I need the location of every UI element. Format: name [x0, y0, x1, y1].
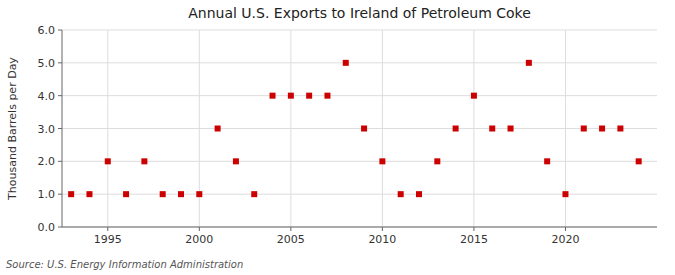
- y-tick: [58, 227, 62, 228]
- point: [617, 126, 623, 132]
- y-tick: [58, 161, 62, 162]
- x-tick: [473, 227, 474, 231]
- x-axis-line: [62, 227, 657, 228]
- point: [508, 126, 514, 132]
- y-tick-label: 1.0: [38, 188, 56, 201]
- point: [324, 93, 330, 99]
- point: [471, 93, 477, 99]
- title: Annual U.S. Exports to Ireland of Petrol…: [188, 5, 531, 21]
- point: [215, 126, 221, 132]
- point: [105, 158, 111, 164]
- y-tick-label: 0.0: [38, 221, 56, 234]
- point: [233, 158, 239, 164]
- point: [361, 126, 367, 132]
- point: [599, 126, 605, 132]
- x-tick-label: 1995: [94, 233, 122, 246]
- source-note: Source: U.S. Energy Information Administ…: [6, 259, 243, 270]
- point: [562, 191, 568, 197]
- point: [86, 191, 92, 197]
- point: [160, 191, 166, 197]
- y-tick-label: 6.0: [38, 24, 56, 37]
- y-tick: [58, 30, 62, 31]
- point: [398, 191, 404, 197]
- x-tick-label: 2000: [185, 233, 213, 246]
- point: [636, 158, 642, 164]
- x-tick-label: 2010: [368, 233, 396, 246]
- points: [68, 60, 642, 197]
- y-grid-line: [62, 62, 657, 63]
- y-grid-line: [62, 161, 657, 162]
- point: [123, 191, 129, 197]
- chart: 1995 2000 2005 2010 2015 2020 0.0 1.0 2.0 3.0 4.0 5…: [0, 0, 675, 275]
- x-tick: [199, 227, 200, 231]
- y-tick: [58, 62, 62, 63]
- grid: [62, 30, 657, 227]
- y-tick-label: 3.0: [38, 123, 56, 136]
- point: [288, 93, 294, 99]
- point: [434, 158, 440, 164]
- point: [306, 93, 312, 99]
- point: [489, 126, 495, 132]
- point: [270, 93, 276, 99]
- x-tick: [565, 227, 566, 231]
- point: [581, 126, 587, 132]
- y-tick-label: 4.0: [38, 90, 56, 103]
- y-tick: [58, 95, 62, 96]
- point: [196, 191, 202, 197]
- y-grid-line: [62, 128, 657, 129]
- y-tick: [58, 194, 62, 195]
- y-tick-label: 2.0: [38, 155, 56, 168]
- y-axis-label: Thousand Barrels per Day: [6, 57, 19, 201]
- point: [68, 191, 74, 197]
- point: [526, 60, 532, 66]
- x-tick: [290, 227, 291, 231]
- y-grid-line: [62, 227, 657, 228]
- x-tick-label: 2005: [277, 233, 305, 246]
- x-tick: [382, 227, 383, 231]
- point: [343, 60, 349, 66]
- y-grid-line: [62, 30, 657, 31]
- point: [453, 126, 459, 132]
- point: [141, 158, 147, 164]
- point: [416, 191, 422, 197]
- y-grid-line: [62, 95, 657, 96]
- axes: 1995 2000 2005 2010 2015 2020 0.0 1.0 2.0 3.0 4.0 5…: [38, 24, 658, 246]
- x-tick-label: 2020: [551, 233, 579, 246]
- point: [251, 191, 257, 197]
- x-tick-label: 2015: [460, 233, 488, 246]
- point: [379, 158, 385, 164]
- x-tick: [107, 227, 108, 231]
- y-tick: [58, 128, 62, 129]
- y-tick-label: 5.0: [38, 57, 56, 70]
- point: [178, 191, 184, 197]
- point: [544, 158, 550, 164]
